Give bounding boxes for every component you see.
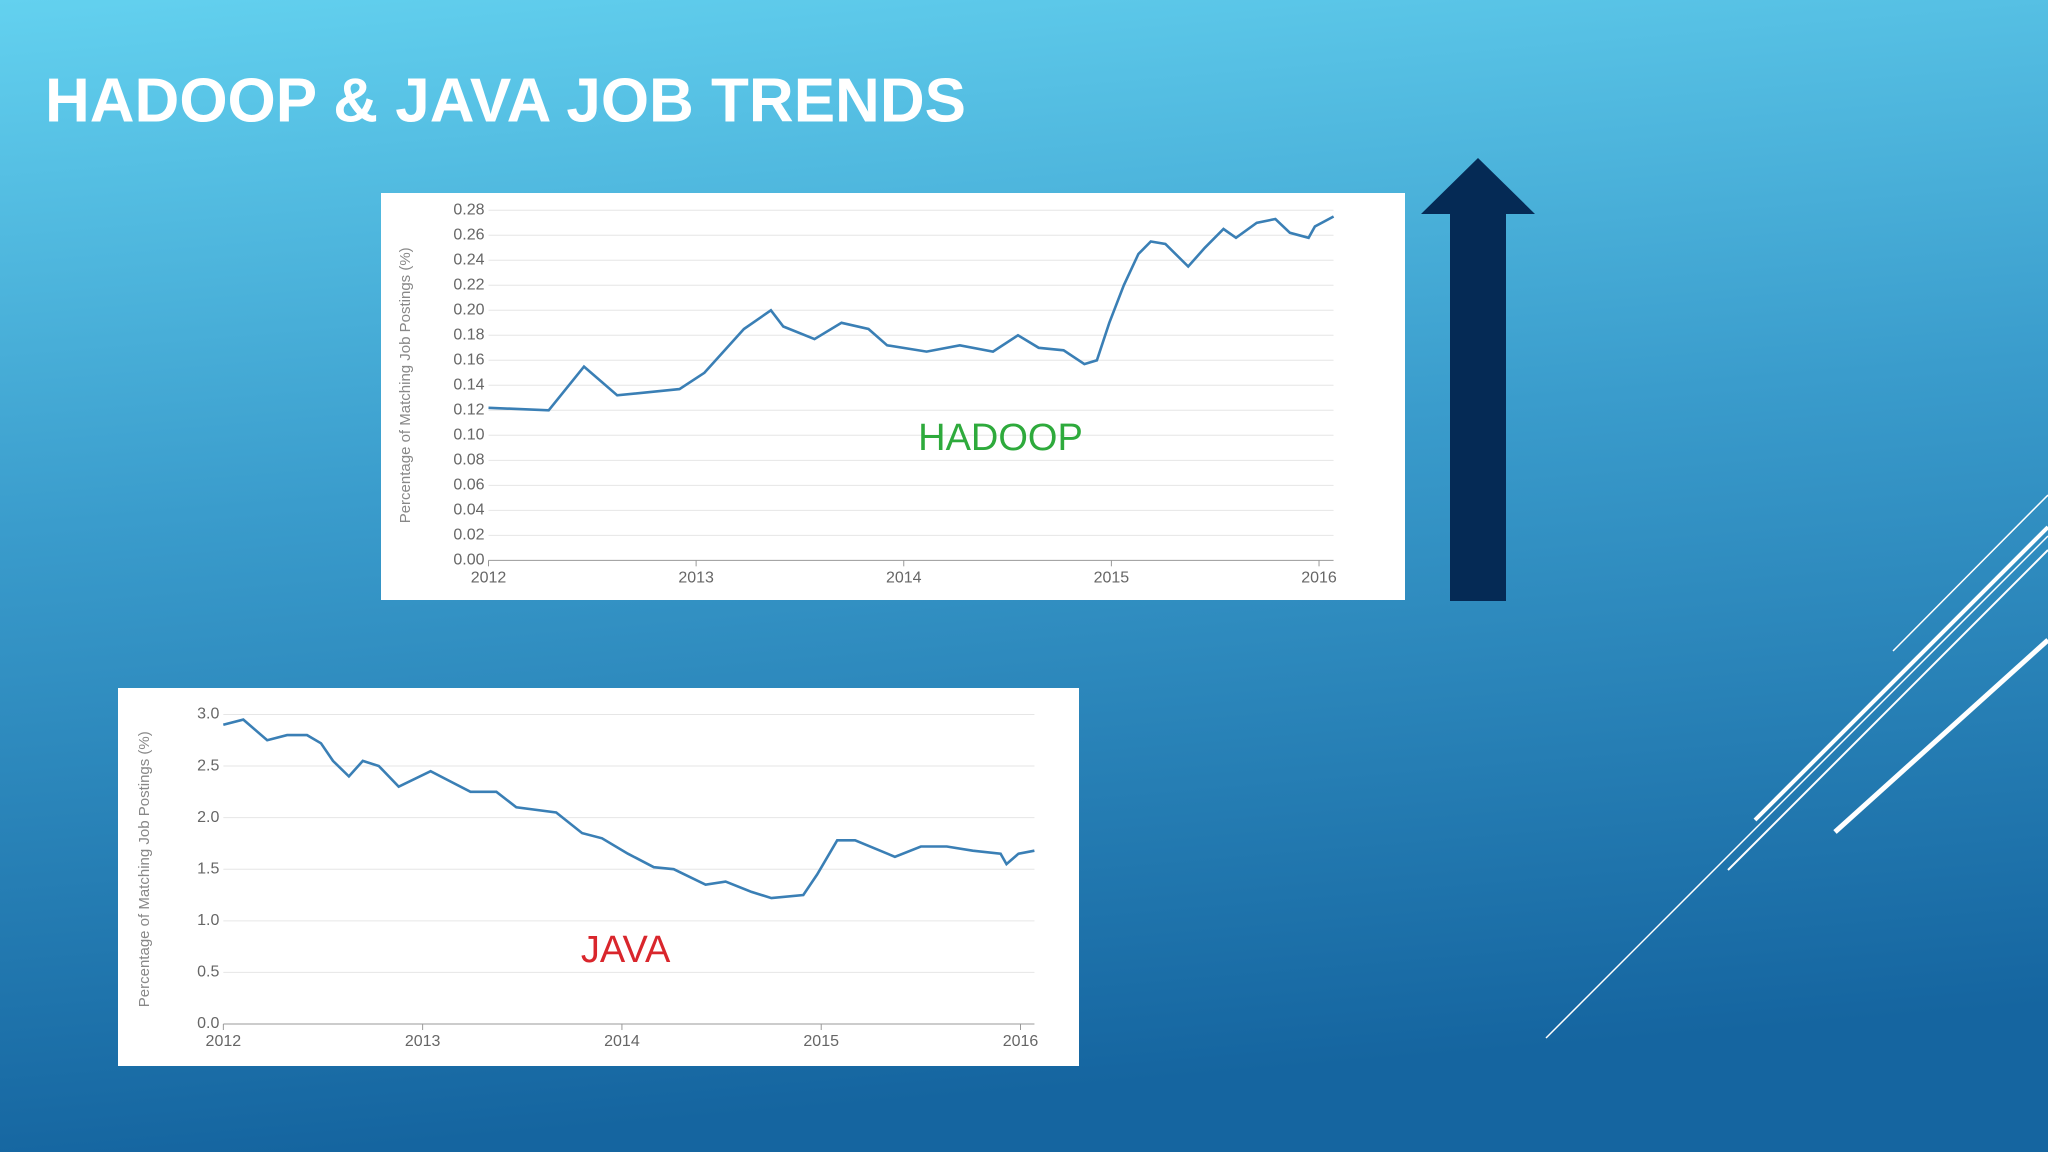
y-tick-label: 1.0 [197,912,219,929]
y-axis-title: Percentage of Matching Job Postings (%) [397,247,414,523]
y-tick-label: 0.02 [453,527,484,544]
x-tick-label: 2015 [1094,570,1130,587]
y-tick-label: 0.24 [453,252,484,269]
y-tick-label: 0.12 [453,402,484,419]
y-tick-label: 0.16 [453,352,484,369]
y-tick-label: 1.5 [197,860,219,877]
y-tick-label: 2.5 [197,757,219,774]
x-tick-label: 2016 [1003,1033,1039,1050]
x-tick-label: 2013 [405,1033,441,1050]
x-tick-label: 2016 [1301,570,1337,587]
y-axis-title: Percentage of Matching Job Postings (%) [136,731,153,1007]
up-arrow [1421,158,1535,601]
y-tick-label: 3.0 [197,706,219,723]
y-tick-label: 0.20 [453,302,484,319]
slide-title: HADOOP & JAVA JOB TRENDS [45,66,966,135]
x-tick-label: 2012 [471,570,507,587]
data-line [222,718,1035,900]
charts: 0.00 0.02 0.04 0.06 0.08 0.10 0.12 0.14 0.16 0.18… [136,202,1337,1051]
y-tick-label: 0.22 [453,277,484,294]
x-tick-label: 2012 [206,1033,242,1050]
y-tick-label: 2.0 [197,809,219,826]
y-tick-label: 0.26 [453,227,484,244]
data-line [488,215,1335,412]
y-tick-label: 0.14 [453,377,484,394]
y-tick-label: 0.00 [453,552,484,569]
x-tick-label: 2014 [604,1033,640,1050]
y-tick-label: 0.28 [453,202,484,219]
chart-panel [381,193,1405,600]
y-tick-label: 0.10 [453,427,484,444]
annotation: JAVA [581,929,671,971]
y-tick-label: 0.5 [197,964,219,981]
y-tick-label: 0.18 [453,327,484,344]
y-tick-label: 0.08 [453,452,484,469]
decoration [1545,494,2048,1039]
y-tick-label: 0.04 [453,502,484,519]
x-tick-label: 2015 [803,1033,839,1050]
x-tick-label: 2013 [678,570,714,587]
x-tick-label: 2014 [886,570,922,587]
annotation: HADOOP [918,417,1083,459]
y-tick-label: 0.06 [453,477,484,494]
y-tick-label: 0.0 [197,1015,219,1032]
chart-panel [118,688,1079,1066]
